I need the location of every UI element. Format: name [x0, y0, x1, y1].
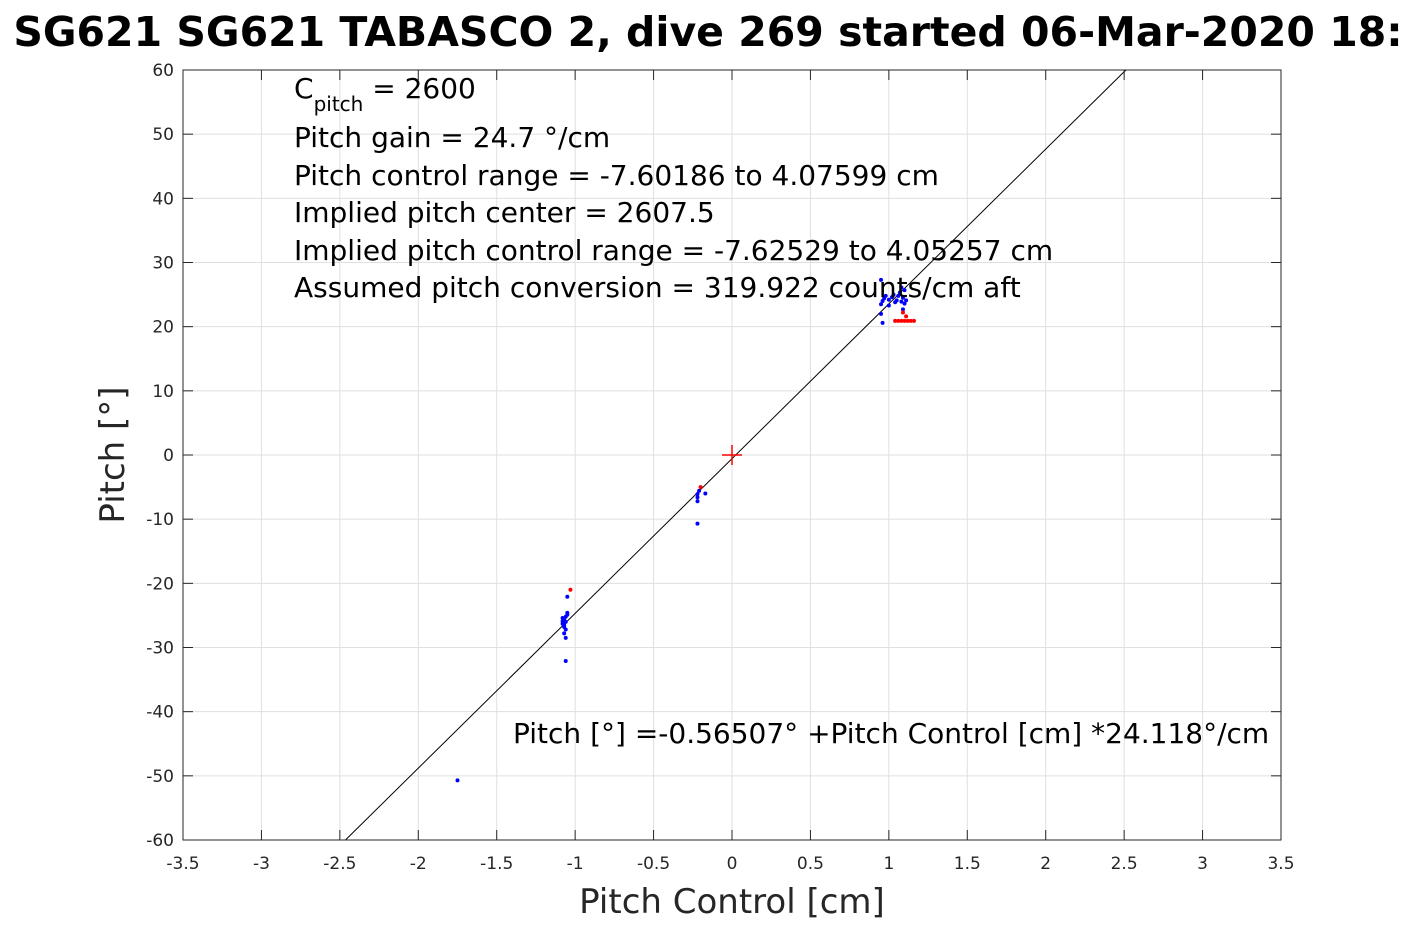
y-tick-label: -40 — [146, 703, 174, 723]
pitch-gain-annotation: Pitch gain = 24.7 °/cm — [294, 121, 610, 154]
data-point — [886, 297, 891, 302]
x-tick-label: -3 — [253, 854, 270, 874]
data-point — [905, 318, 910, 323]
y-tick-label: 0 — [163, 446, 174, 466]
scatter-series-2 — [568, 310, 916, 592]
x-tick-label: 1 — [883, 854, 894, 874]
c-pitch-sub: pitch — [314, 92, 364, 116]
data-point — [900, 310, 905, 315]
x-axis-ticks: -3.5 -3 -2.5 -2 -1.5 -1 -0.5 0 0.5 1 1.5 2 2.5 3 3.5 — [166, 70, 1295, 874]
y-tick-label: 40 — [152, 189, 174, 209]
y-tick-label: -20 — [146, 574, 174, 594]
data-point — [893, 300, 898, 305]
info-annotations: Cpitch = 2600 Pitch gain = 24.7 °/cm Pit… — [294, 72, 1269, 750]
data-point — [902, 288, 907, 293]
y-tick-label: -10 — [146, 510, 174, 530]
data-point — [897, 290, 902, 295]
data-point — [900, 295, 905, 300]
y-tick-label: 60 — [152, 61, 174, 81]
data-point — [879, 302, 884, 307]
data-point — [695, 499, 700, 504]
data-point — [893, 318, 898, 323]
grid-lines — [182, 69, 1282, 841]
scatter-series-1 — [455, 277, 909, 783]
y-tick-label: -60 — [146, 831, 174, 851]
control-range-annotation: Pitch control range = -7.60186 to 4.0759… — [294, 159, 939, 192]
x-tick-label: 0.5 — [797, 854, 824, 874]
data-point — [565, 594, 570, 599]
conversion-annotation: Assumed pitch conversion = 319.922 count… — [294, 271, 1021, 304]
x-axis-label: Pitch Control [cm] — [579, 882, 885, 922]
data-point — [560, 615, 565, 620]
c-pitch-main: C — [294, 72, 314, 105]
data-point — [560, 619, 565, 624]
data-point — [455, 778, 460, 783]
data-point — [565, 610, 570, 615]
y-tick-label: -50 — [146, 767, 174, 787]
x-tick-label: -2.5 — [323, 854, 356, 874]
fit-equation-annotation: Pitch [°] =-0.56507° +Pitch Control [cm]… — [513, 717, 1269, 750]
data-point — [896, 293, 901, 298]
data-point — [697, 488, 702, 493]
data-point — [904, 314, 909, 319]
data-point — [902, 318, 907, 323]
data-point — [908, 318, 913, 323]
implied-range-annotation: Implied pitch control range = -7.62529 t… — [294, 234, 1053, 267]
chart-title: SG621 SG621 TABASCO 2, dive 269 started … — [13, 8, 1402, 56]
x-tick-label: 1.5 — [954, 854, 981, 874]
data-point — [899, 299, 904, 304]
data-point — [695, 495, 700, 500]
x-tick-label: -0.5 — [637, 854, 670, 874]
x-tick-label: -1.5 — [480, 854, 513, 874]
data-point — [698, 485, 703, 490]
y-axis-label: Pitch [°] — [93, 386, 133, 523]
data-point — [695, 492, 700, 497]
y-tick-label: 10 — [152, 382, 174, 402]
plot-area — [345, 69, 1127, 841]
data-point — [902, 301, 907, 306]
x-tick-label: -2 — [410, 854, 427, 874]
center-marker — [722, 445, 742, 465]
x-tick-label: 0 — [727, 854, 738, 874]
data-point — [562, 623, 567, 628]
data-point — [899, 318, 904, 323]
data-point — [563, 635, 568, 640]
y-tick-label: 30 — [152, 254, 174, 274]
x-tick-label: 3 — [1197, 854, 1208, 874]
data-point — [880, 320, 885, 325]
c-pitch-value: = 2600 — [363, 72, 476, 105]
x-tick-label: -1 — [567, 854, 584, 874]
x-tick-label: 3.5 — [1267, 854, 1294, 874]
data-point — [695, 521, 700, 526]
data-point — [891, 292, 896, 297]
y-tick-label: -30 — [146, 639, 174, 659]
data-point — [883, 293, 888, 298]
c-pitch-annotation: Cpitch = 2600 — [294, 72, 476, 116]
data-point — [879, 311, 884, 316]
x-tick-label: 2.5 — [1111, 854, 1138, 874]
y-tick-label: 20 — [152, 318, 174, 338]
data-point — [563, 658, 568, 663]
data-point — [900, 307, 905, 312]
data-point — [896, 318, 901, 323]
data-point — [899, 285, 904, 290]
data-point — [911, 318, 916, 323]
implied-center-annotation: Implied pitch center = 2607.5 — [294, 196, 715, 229]
x-tick-label: 2 — [1040, 854, 1051, 874]
data-point — [904, 298, 909, 303]
data-point — [703, 491, 708, 496]
data-point — [886, 303, 891, 308]
x-tick-label: -3.5 — [166, 854, 199, 874]
y-axis-ticks: 60 50 40 30 20 10 0 -10 -20 -30 -40 -50 -60 — [146, 61, 1281, 851]
y-tick-label: 50 — [152, 125, 174, 145]
data-point — [562, 631, 567, 636]
data-point — [879, 277, 884, 282]
data-point — [568, 587, 573, 592]
